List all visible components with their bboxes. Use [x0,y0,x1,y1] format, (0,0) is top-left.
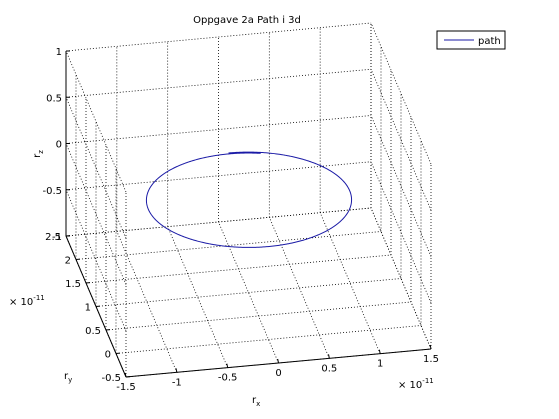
grid-line [95,278,402,307]
grid-line [65,115,372,144]
grid-line [65,207,372,237]
grid-line [370,161,432,303]
grid-line [115,325,422,354]
z-tick-label: -0.5 [42,186,62,197]
x-tick-label: 1 [377,359,383,370]
y-tick-label: 1 [85,303,91,314]
y-tick-label: -0.5 [101,373,121,384]
x-tick-mark [378,349,381,354]
x-tick-mark [175,368,178,373]
x-axis-label: rx [252,395,260,408]
z-tick-label: 0 [56,140,62,151]
x-tick-label: 0.5 [321,363,337,374]
y-axis-exponent: × 10-11 [9,294,45,308]
legend-label-path: path [478,36,501,47]
x-tick-label: 1.5 [423,354,439,365]
z-tick-label: 0.5 [46,93,62,104]
grid-line [65,189,127,331]
grid-line [105,301,412,331]
x-tick-mark [429,344,432,350]
z-tick-label: 1 [56,47,62,58]
y-axis-label: ry [64,371,72,384]
y-tick-labels: -0.5 0 0.5 1 1.5 2 2.5 [45,232,131,384]
y-tick-label: 0 [105,350,111,361]
y-tick-label: 2 [65,256,71,267]
grid-line [65,161,372,191]
series-path-line [145,151,353,248]
grid-line [65,68,372,98]
x-tick-label: -1 [172,377,182,388]
x-tick-mark [277,358,279,364]
grid [65,22,432,378]
z-tick-label: -1 [52,232,62,243]
x-axis-exponent: × 10-11 [398,377,434,391]
x-tick-labels: -1.5 -1 -0.5 0 0.5 1 1.5 [116,344,439,393]
grid-line [65,22,372,52]
x-tick-mark [328,354,330,359]
x-tick-mark [124,372,127,378]
legend: path [436,30,506,50]
y-tick-label: 1.5 [65,279,81,290]
y-tick-label: 2.5 [45,232,61,243]
x-tick-label: 0 [275,368,281,379]
grid-line [75,231,382,260]
x-tick-mark [226,363,229,368]
x-tick-label: -1.5 [116,382,136,393]
grid-line [85,254,392,284]
chart-title: Oppgave 2a Path i 3d [193,15,301,26]
z-axis-label: rz [32,150,45,158]
y-tick-label: 0.5 [85,326,101,337]
axes [65,51,432,378]
x-tick-label: -0.5 [218,373,238,384]
